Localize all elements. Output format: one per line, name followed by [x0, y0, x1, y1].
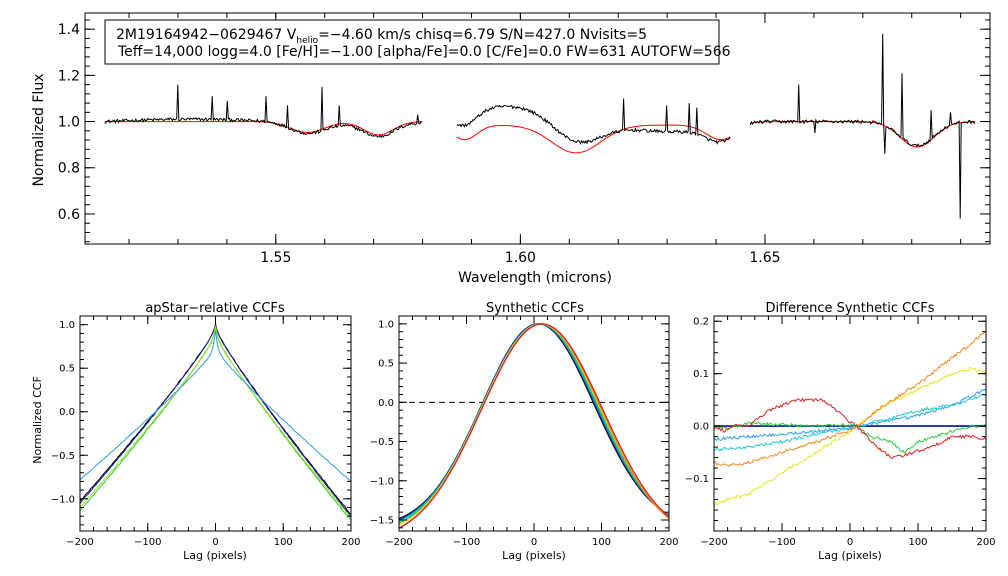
synthetic-ccf-ytick-label: 1.0 — [378, 319, 394, 330]
spectrum-axes-frame — [84, 12, 991, 245]
spectrum-ytick-label: 1.4 — [58, 22, 80, 38]
difference-ccf-panel: Difference Synthetic CCFs −200 −100 0 100 20… — [685, 301, 996, 562]
spectrum-xtick-label: 1.60 — [505, 250, 536, 266]
spectrum-xtick-label: 1.55 — [260, 250, 291, 266]
info-box-frame — [104, 19, 720, 65]
difference-ccf-ytick-label: −0.1 — [685, 474, 709, 485]
synthetic-ccf-panel: Synthetic CCFs −200 −100 0 100 200 −1.5 −1.0 −0… — [370, 301, 679, 562]
spectrum-ytick-label: 0.6 — [58, 207, 80, 223]
apstar-ccf-ylabel: Normalized CCF — [31, 376, 44, 464]
synthetic-ccf-line-synthetic-4 — [398, 323, 670, 524]
spectrum-xlabel: Wavelength (microns) — [458, 270, 612, 286]
apstar-ccf-xtick-label: −100 — [134, 537, 161, 548]
synthetic-ccf-xlabel: Lag (pixels) — [502, 549, 566, 562]
apstar-ccf-ticks: −200 −100 0 100 200 −1.0 −0.5 0.0 0.5 1.0 — [51, 315, 361, 548]
apstar-ccf-ytick-label: 0.5 — [59, 364, 75, 375]
synthetic-ccf-xtick-label: 200 — [659, 537, 678, 548]
difference-ccf-xlabel: Lag (pixels) — [818, 549, 882, 562]
info-line-1-sub: helio — [296, 36, 318, 46]
synthetic-ccf-line-synthetic-7 — [398, 323, 670, 529]
spectrum-info-box: 2M19164942−0629467 Vhelio=−4.60 km/s chi… — [104, 19, 731, 65]
model-line-chip-2 — [456, 124, 731, 154]
apstar-ccf-line-visit-3 — [79, 326, 352, 521]
apstar-ccf-line-visit-2 — [79, 322, 352, 518]
apstar-ccf-line-visit-1 — [79, 323, 352, 515]
difference-ccf-line-diff-8 — [713, 397, 987, 459]
spectrum-xtick-label: 1.65 — [749, 250, 780, 266]
difference-ccf-xtick-label: 200 — [976, 537, 995, 548]
spectrum-ytick-label: 1.2 — [58, 68, 80, 84]
spectrum-panel: 1.55 1.60 1.65 0.6 0.8 1.0 1.2 1.4 2M19164942−0… — [31, 12, 991, 286]
synthetic-ccf-title: Synthetic CCFs — [486, 301, 584, 316]
apstar-ccf-line-visit-5 — [79, 330, 352, 482]
apstar-ccf-line-visit-4 — [79, 325, 352, 518]
apstar-ccf-title: apStar−relative CCFs — [145, 301, 285, 316]
difference-ccf-plot-area — [713, 330, 987, 507]
synthetic-ccf-ytick-label: −0.5 — [370, 437, 394, 448]
synthetic-ccf-axes-frame — [398, 315, 670, 532]
spectrum-ticks: 1.55 1.60 1.65 0.6 0.8 1.0 1.2 1.4 — [58, 13, 990, 266]
difference-ccf-line-diff-5 — [713, 421, 987, 454]
synthetic-ccf-ytick-label: −1.5 — [370, 516, 394, 527]
difference-ccf-line-diff-7 — [713, 330, 987, 468]
synthetic-ccf-xtick-label: −100 — [453, 537, 480, 548]
difference-ccf-ticks: −200 −100 0 100 200 −0.1 0.0 0.1 0.2 — [685, 316, 996, 548]
difference-ccf-ytick-label: 0.1 — [693, 369, 709, 380]
difference-ccf-line-diff-3 — [713, 388, 987, 442]
synthetic-ccf-ticks: −200 −100 0 100 200 −1.5 −1.0 −0.5 0.0 0.5 1.0 — [370, 315, 679, 548]
observed-line-chip-2 — [456, 98, 731, 145]
synthetic-ccf-line-synthetic-6 — [398, 323, 670, 529]
info-line-1-pre: 2M19164942−0629467 V — [116, 27, 297, 43]
difference-ccf-title: Difference Synthetic CCFs — [765, 301, 934, 316]
synthetic-ccf-line-synthetic-5 — [398, 323, 670, 526]
spectrum-ylabel: Normalized Flux — [31, 74, 47, 187]
apstar-ccf-ytick-label: −1.0 — [51, 494, 75, 505]
apstar-ccf-ytick-label: −0.5 — [51, 451, 75, 462]
info-line-1-post: =−4.60 km/s chisq=6.79 S/N=427.0 Nvisits… — [318, 27, 647, 43]
apstar-ccf-xtick-label: −200 — [66, 537, 93, 548]
spectrum-ytick-label: 1.0 — [58, 114, 80, 130]
model-line-chip-1 — [104, 121, 423, 136]
synthetic-ccf-ytick-label: −1.0 — [370, 476, 394, 487]
difference-ccf-xtick-label: −100 — [768, 537, 795, 548]
model-line-chip-3 — [750, 121, 976, 148]
apstar-ccf-xtick-label: 0 — [212, 537, 218, 548]
apstar-ccf-xlabel: Lag (pixels) — [183, 549, 247, 562]
apstar-ccf-ytick-label: 1.0 — [59, 320, 75, 331]
info-line-2: Teff=14,000 logg=4.0 [Fe/H]=−1.00 [alpha… — [117, 44, 731, 60]
apstar-ccf-xtick-label: 200 — [341, 537, 360, 548]
apstar-ccf-panel: apStar−relative CCFs −200 −100 0 100 200 −1.0… — [31, 301, 361, 562]
apstar-ccf-plot-area — [79, 322, 352, 521]
difference-ccf-ytick-label: 0.2 — [693, 317, 709, 328]
difference-ccf-line-diff-4 — [713, 393, 987, 452]
synthetic-ccf-xtick-label: −200 — [385, 537, 412, 548]
observed-line-chip-3 — [749, 33, 976, 219]
difference-ccf-xtick-label: 100 — [908, 537, 927, 548]
difference-ccf-ytick-label: 0.0 — [693, 422, 709, 433]
difference-ccf-xtick-label: 0 — [847, 537, 853, 548]
spectrum-plot-area — [104, 33, 976, 219]
apstar-ccf-xtick-label: 100 — [274, 537, 293, 548]
synthetic-ccf-xtick-label: 0 — [531, 537, 537, 548]
observed-line-chip-1 — [104, 84, 423, 139]
synthetic-ccf-ytick-label: 0.0 — [378, 398, 394, 409]
info-line-1: 2M19164942−0629467 Vhelio=−4.60 km/s chi… — [116, 27, 647, 46]
synthetic-ccf-plot-area — [398, 323, 670, 529]
difference-ccf-xtick-label: −200 — [700, 537, 727, 548]
apstar-ccf-axes-frame — [79, 315, 352, 532]
spectrum-ytick-label: 0.8 — [58, 161, 80, 177]
apstar-ccf-ytick-label: 0.0 — [59, 407, 75, 418]
synthetic-ccf-ytick-label: 0.5 — [378, 359, 394, 370]
difference-ccf-line-diff-6 — [713, 366, 987, 507]
synthetic-ccf-xtick-label: 100 — [592, 537, 611, 548]
synthetic-ccf-line-synthetic-3 — [398, 323, 670, 522]
